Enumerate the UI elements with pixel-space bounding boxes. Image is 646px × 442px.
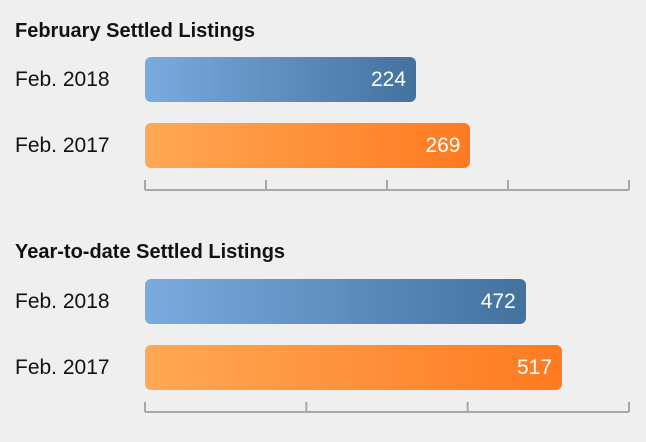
bar-2018: 472	[145, 279, 526, 324]
chart-title: Year-to-date Settled Listings	[15, 241, 286, 263]
category-label: Feb. 2017	[15, 356, 110, 379]
bar-value-label: 472	[480, 290, 516, 313]
chart-title: February Settled Listings	[15, 20, 256, 42]
bar-2018: 224	[145, 57, 417, 102]
category-label: Feb. 2017	[15, 134, 110, 157]
bar-value-label: 269	[425, 134, 461, 157]
bar-value-label: 517	[516, 356, 553, 379]
category-label: Feb. 2018	[15, 290, 110, 313]
category-label: Feb. 2018	[15, 68, 110, 91]
bar-value-label: 224	[370, 68, 407, 91]
bar-2017: 517	[145, 345, 563, 390]
bar-2017: 269	[145, 123, 471, 168]
